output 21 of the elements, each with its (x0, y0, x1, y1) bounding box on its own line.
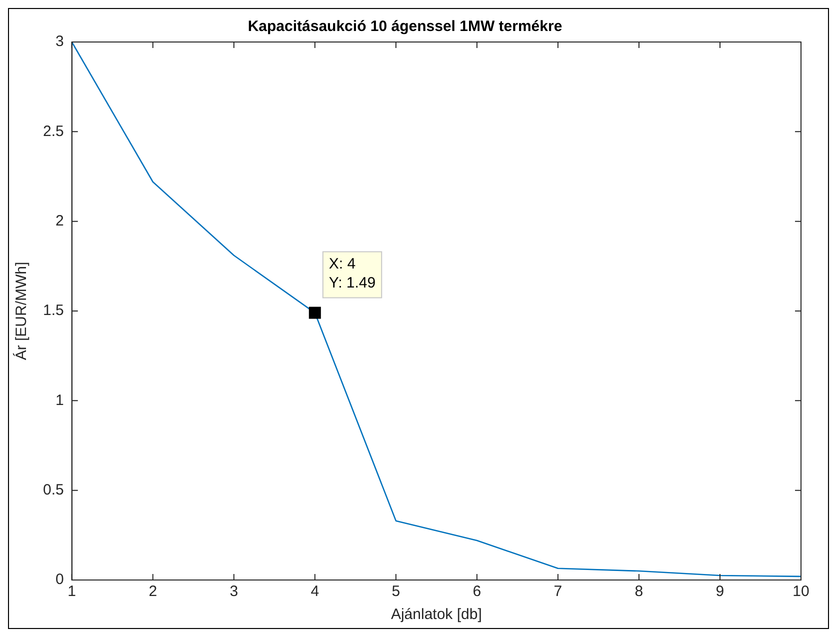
x-tick-label: 5 (392, 583, 400, 600)
y-tick-label: 2 (56, 212, 64, 230)
x-tick-label: 9 (716, 583, 724, 600)
x-tick-label: 4 (310, 583, 320, 600)
x-tick-label: 8 (634, 583, 644, 600)
chart-title: Kapacitásaukció 10 ágenssel 1MW termékre (248, 18, 562, 36)
y-tick-label: 2.5 (42, 122, 64, 140)
x-tick-label: 1 (68, 583, 76, 600)
x-tick-label: 6 (472, 583, 482, 600)
x-tick-label: 10 (792, 583, 810, 600)
y-tick-label: 1 (56, 392, 64, 409)
x-tick-label: 7 (554, 583, 562, 600)
y-tick-label: 0 (56, 571, 64, 588)
y-tick-label: 1.5 (42, 302, 64, 320)
annotation: X: 4 Y: 1.49 (328, 255, 376, 292)
x-tick-label: 3 (230, 583, 238, 600)
y-axis-title: Ár [EUR/MWh] (12, 262, 30, 360)
x-tick-label: 2 (148, 583, 158, 600)
x-axis-title: Ajánlatok [db] (390, 606, 482, 624)
y-tick-label: 3 (56, 33, 64, 50)
y-tick-label: 0.5 (42, 481, 64, 498)
